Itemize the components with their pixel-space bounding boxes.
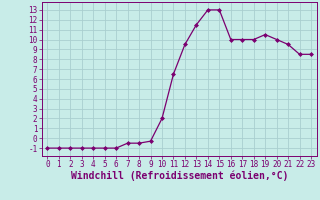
X-axis label: Windchill (Refroidissement éolien,°C): Windchill (Refroidissement éolien,°C): [70, 171, 288, 181]
